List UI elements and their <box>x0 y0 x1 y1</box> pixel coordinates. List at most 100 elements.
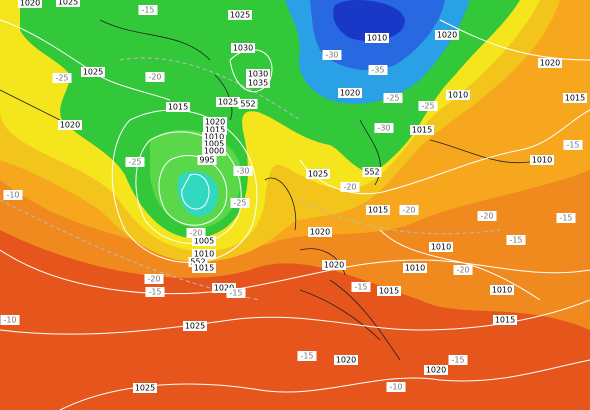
temperature-label-box <box>125 157 145 167</box>
isobar-label: 1015 <box>205 126 225 135</box>
isobar-label: 1025 <box>135 384 155 393</box>
isobar-label-box <box>246 78 270 88</box>
deep-blue-core <box>333 0 405 41</box>
isobar-label-box <box>246 69 270 79</box>
isobar-label: 1020 <box>60 121 80 130</box>
temperature-label-box <box>383 93 403 103</box>
isobar-label-box <box>306 169 330 179</box>
isobar-label: 552 <box>240 100 255 109</box>
isobar-label-box <box>133 383 157 393</box>
isobar-label-box <box>446 90 470 100</box>
temperature-label-box <box>3 190 23 200</box>
isobar-label-box <box>58 120 82 130</box>
isobar-label: 1010 <box>532 156 552 165</box>
isobar-label: 552 <box>364 168 379 177</box>
isobar-label: 1020 <box>336 356 356 365</box>
isobar-label-box <box>322 260 346 270</box>
isobar-label-box <box>308 227 332 237</box>
isobar-label: 1030 <box>233 44 253 53</box>
isobar-label-box <box>228 10 252 20</box>
temperature-label: -15 <box>229 289 242 298</box>
isobar-label: 1010 <box>492 286 512 295</box>
temperature-label-box <box>368 65 388 75</box>
cyan-core <box>177 171 219 217</box>
isobar-label-box <box>203 125 227 135</box>
isobar-label-box <box>435 30 459 40</box>
isobar-label-box <box>216 97 240 107</box>
isobar-label-box <box>166 102 190 112</box>
isobar-label-box <box>192 263 216 273</box>
isobar-label-box <box>192 249 216 259</box>
temperature-label: -15 <box>148 288 161 297</box>
isobar-label-box <box>366 205 390 215</box>
isobar-label: 1035 <box>248 79 268 88</box>
temperature-label: -15 <box>559 214 572 223</box>
isobar-label-box <box>338 88 362 98</box>
temperature-label: -30 <box>377 124 390 133</box>
temperature-label-box <box>233 166 253 176</box>
isobar-label: 1015 <box>168 103 188 112</box>
isobar-label: 1015 <box>194 264 214 273</box>
temperature-label: -20 <box>456 266 469 275</box>
isobar-label: 1025 <box>218 98 238 107</box>
temperature-label: -20 <box>147 275 160 284</box>
isobar-label: 1010 <box>204 133 224 142</box>
temperature-label-box <box>563 140 583 150</box>
temperature-label: -25 <box>386 94 399 103</box>
isobar-label-box <box>18 0 42 8</box>
isobar-label: 1000 <box>204 147 224 156</box>
isobar-label: 1015 <box>565 94 585 103</box>
isobar-label-box <box>188 257 208 267</box>
isobar-label: 1025 <box>308 170 328 179</box>
temperature-label: -15 <box>509 236 522 245</box>
isobar-label: 1020 <box>437 31 457 40</box>
temperature-label-box <box>448 355 468 365</box>
temperature-label-box <box>322 50 342 60</box>
temperature-label-box <box>340 182 360 192</box>
temperature-label: -25 <box>233 199 246 208</box>
isobar-label: 1025 <box>83 68 103 77</box>
temperature-label: -30 <box>236 167 249 176</box>
temperature-label-box <box>52 73 72 83</box>
temperature-label-box <box>138 5 158 15</box>
isobar-label-box <box>490 285 514 295</box>
isobar-label-box <box>212 283 236 293</box>
isobar-label: 1020 <box>205 118 225 127</box>
temperature-label: -25 <box>55 74 68 83</box>
isobar-label-box <box>202 146 226 156</box>
isobar-label: 1025 <box>58 0 78 7</box>
isobar-label-box <box>56 0 80 7</box>
temperature-label-box <box>230 198 250 208</box>
isobar-label: 1005 <box>204 140 224 149</box>
isobar-label: 1015 <box>495 316 515 325</box>
temperature-label: -15 <box>566 141 579 150</box>
isobar-label: 1015 <box>412 126 432 135</box>
temperature-label-box <box>145 287 165 297</box>
temperature-label: -15 <box>141 6 154 15</box>
isobar-label: 1020 <box>540 59 560 68</box>
isobar-label: 1010 <box>367 34 387 43</box>
temperature-label: -30 <box>325 51 338 60</box>
isobar-label-box <box>202 132 226 142</box>
temperature-label-box <box>374 123 394 133</box>
temperature-label-box <box>399 205 419 215</box>
isobar-label-box <box>202 139 226 149</box>
temperature-label: -20 <box>480 212 493 221</box>
temperature-label: -10 <box>3 316 16 325</box>
isobar-label: 1005 <box>194 237 214 246</box>
isobar-label: 1010 <box>431 243 451 252</box>
isobar-label: 1025 <box>230 11 250 20</box>
temperature-label-box <box>506 235 526 245</box>
temperature-label: -10 <box>6 191 19 200</box>
isobar-label: 1010 <box>448 91 468 100</box>
isobar-label-box <box>563 93 587 103</box>
isobar-label-box <box>410 125 434 135</box>
isobar-label-box <box>377 286 401 296</box>
temperature-label-box <box>186 228 206 238</box>
isobar-label-box <box>203 117 227 127</box>
temperature-label-box <box>351 282 371 292</box>
isobar-label: 1010 <box>405 264 425 273</box>
isobar-label-box <box>365 33 389 43</box>
